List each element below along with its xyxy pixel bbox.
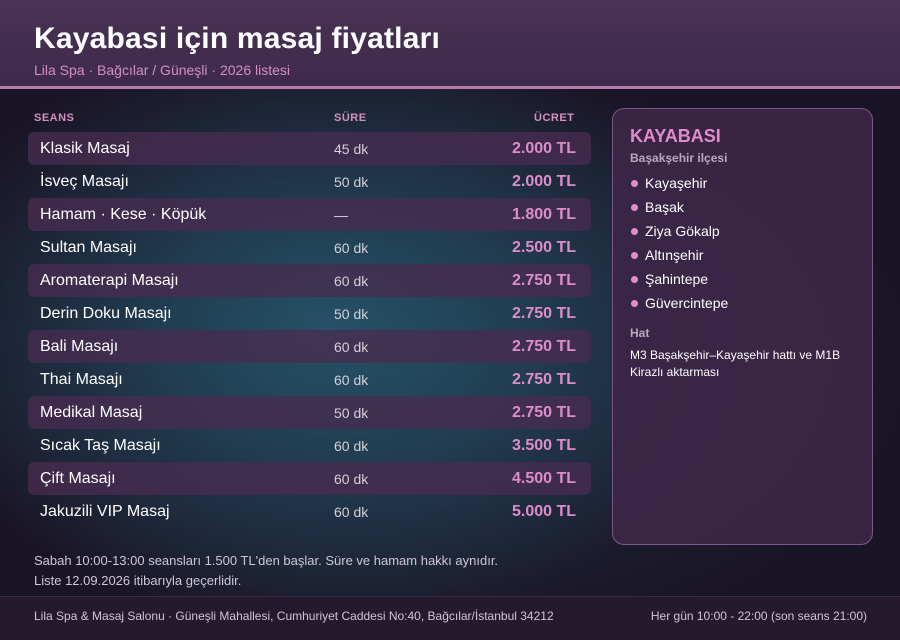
table-row: Klasik Masaj 45 dk 2.000 TL — [28, 132, 591, 165]
bullet-icon — [631, 299, 638, 307]
service-name: Hamam · Kese · Köpük — [40, 206, 207, 223]
service-name: Sultan Masajı — [40, 239, 137, 256]
list-item: Başak — [630, 195, 728, 219]
validity-note: Liste 12.09.2026 itibarıyla geçerlidir. — [34, 573, 242, 588]
service-price: 2.500 TL — [511, 239, 576, 256]
service-duration: 50 dk — [334, 306, 369, 322]
service-name: Klasik Masaj — [40, 140, 130, 157]
service-name: Derin Doku Masajı — [40, 305, 172, 322]
service-duration: — — [334, 207, 348, 223]
list-item: Ziya Gökalp — [630, 219, 728, 243]
page-footer: Lila Spa & Masaj Salonu · Güneşli Mahall… — [0, 596, 900, 640]
transit-text: M3 Başakşehir–Kayaşehir hattı ve M1B Kir… — [630, 348, 841, 379]
service-name: İsveç Masajı — [40, 173, 129, 190]
table-row: Medikal Masaj 50 dk 2.750 TL — [28, 396, 591, 429]
service-name: Çift Masajı — [40, 470, 116, 487]
list-item: Güvercintepe — [630, 291, 728, 315]
page-subtitle: Lila Spa · Bağcılar / Güneşli · 2026 lis… — [34, 62, 291, 78]
service-duration: 50 dk — [334, 405, 369, 421]
service-price: 1.800 TL — [511, 206, 576, 223]
panel-district: Başakşehir ilçesi — [630, 151, 728, 165]
page-header: Kayabasi için masaj fiyatları Lila Spa ·… — [0, 0, 900, 89]
service-price: 5.000 TL — [511, 503, 576, 520]
neighborhood-name: Güvercintepe — [645, 295, 729, 311]
bullet-icon — [631, 251, 638, 259]
table-row: Sıcak Taş Masajı 60 dk 3.500 TL — [28, 429, 591, 462]
service-name: Bali Masajı — [40, 338, 119, 355]
service-price: 2.750 TL — [511, 404, 576, 421]
service-price: 2.000 TL — [511, 173, 576, 190]
neighborhood-list: Kayaşehir Başak Ziya Gökalp Altınşehir Ş… — [630, 171, 728, 315]
list-item: Kayaşehir — [630, 171, 728, 195]
service-name: Sıcak Taş Masajı — [40, 437, 161, 454]
service-duration: 60 dk — [334, 339, 369, 355]
neighborhood-name: Başak — [645, 199, 684, 215]
column-header-session: SEANS — [34, 112, 75, 124]
table-row: Bali Masajı 60 dk 2.750 TL — [28, 330, 591, 363]
service-price: 2.000 TL — [511, 140, 576, 157]
service-duration: 60 dk — [334, 438, 369, 454]
service-duration: 45 dk — [334, 141, 369, 157]
service-name: Medikal Masaj — [40, 404, 143, 421]
bullet-icon — [631, 179, 638, 187]
price-note: Sabah 10:00-13:00 seansları 1.500 TL'den… — [34, 553, 499, 568]
service-price: 2.750 TL — [511, 338, 576, 355]
service-duration: 60 dk — [334, 504, 369, 520]
service-name: Thai Masajı — [40, 371, 123, 388]
neighborhood-name: Ziya Gökalp — [645, 223, 720, 239]
column-header-price: ÜCRET — [534, 112, 575, 124]
table-row: Jakuzili VIP Masaj 60 dk 5.000 TL — [28, 495, 591, 528]
transit-label: Hat — [630, 326, 650, 340]
service-price: 2.750 TL — [511, 371, 576, 388]
bullet-icon — [631, 227, 638, 235]
service-name: Jakuzili VIP Masaj — [40, 503, 170, 520]
neighborhood-name: Kayaşehir — [645, 175, 708, 191]
district-info-panel: KAYABASI Başakşehir ilçesi Kayaşehir Baş… — [612, 108, 873, 545]
service-name: Aromaterapi Masajı — [40, 272, 179, 289]
service-duration: 60 dk — [334, 471, 369, 487]
service-price: 2.750 TL — [511, 272, 576, 289]
footer-address: Lila Spa & Masaj Salonu · Güneşli Mahall… — [34, 609, 554, 623]
table-row: Derin Doku Masajı 50 dk 2.750 TL — [28, 297, 591, 330]
table-row: İsveç Masajı 50 dk 2.000 TL — [28, 165, 591, 198]
panel-title: KAYABASI — [630, 126, 721, 146]
service-duration: 50 dk — [334, 174, 369, 190]
service-price: 3.500 TL — [511, 437, 576, 454]
neighborhood-name: Altınşehir — [645, 247, 704, 263]
table-row: Sultan Masajı 60 dk 2.500 TL — [28, 231, 591, 264]
footer-hours: Her gün 10:00 - 22:00 (son seans 21:00) — [650, 609, 867, 623]
table-row: Thai Masajı 60 dk 2.750 TL — [28, 363, 591, 396]
list-item: Şahintepe — [630, 267, 728, 291]
bullet-icon — [631, 203, 638, 211]
page-title: Kayabasi için masaj fiyatları — [34, 22, 441, 55]
list-item: Altınşehir — [630, 243, 728, 267]
neighborhood-name: Şahintepe — [645, 271, 709, 287]
service-price: 2.750 TL — [511, 305, 576, 322]
price-table: Klasik Masaj 45 dk 2.000 TL İsveç Masajı… — [28, 132, 591, 528]
table-row: Çift Masajı 60 dk 4.500 TL — [28, 462, 591, 495]
bullet-icon — [631, 275, 638, 283]
service-price: 4.500 TL — [511, 470, 576, 487]
service-duration: 60 dk — [334, 240, 369, 256]
column-header-duration: SÜRE — [334, 112, 367, 124]
table-row: Hamam · Kese · Köpük — 1.800 TL — [28, 198, 591, 231]
service-duration: 60 dk — [334, 372, 369, 388]
service-duration: 60 dk — [334, 273, 369, 289]
table-row: Aromaterapi Masajı 60 dk 2.750 TL — [28, 264, 591, 297]
